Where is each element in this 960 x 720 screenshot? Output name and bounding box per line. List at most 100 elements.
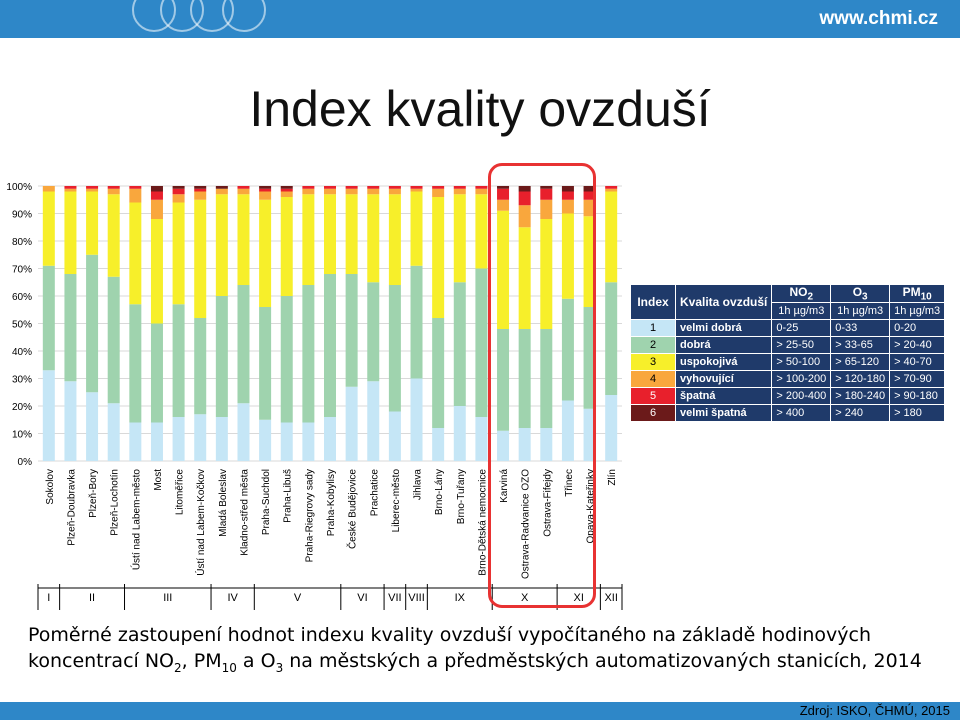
legend-label: dobrá — [674, 336, 773, 355]
bar-segment-3 — [64, 191, 77, 274]
bar-segment-1 — [475, 417, 488, 461]
bar-segment-5 — [194, 188, 207, 192]
bar-segment-6 — [518, 186, 531, 192]
legend-index: 6 — [630, 404, 676, 423]
bar-segment-2 — [129, 304, 142, 423]
bar-segment-3 — [129, 202, 142, 305]
bar-segment-5 — [237, 186, 250, 189]
bar-segment-2 — [237, 285, 250, 404]
legend-pm10: > 40-70 — [889, 353, 946, 372]
y-tick-label: 60% — [12, 292, 32, 303]
bar-segment-2 — [172, 304, 185, 417]
bar-segment-4 — [42, 186, 55, 192]
bar-segment-5 — [518, 191, 531, 206]
bar-segment-4 — [302, 188, 315, 195]
bar-segment-6 — [172, 186, 185, 189]
bar-segment-2 — [453, 282, 466, 406]
group-label: I — [47, 592, 50, 604]
site-url[interactable]: www.chmi.cz — [819, 8, 938, 29]
bar-segment-2 — [345, 274, 358, 387]
y-tick-label: 30% — [12, 375, 32, 386]
bar-segment-4 — [345, 188, 358, 195]
bar-segment-1 — [64, 381, 77, 461]
legend-no2: > 50-100 — [771, 353, 832, 372]
bar-segment-2 — [107, 276, 120, 404]
bar-segment-2 — [42, 265, 55, 371]
x-tick-label: Mladá Boleslav — [218, 469, 229, 537]
bar-segment-3 — [475, 194, 488, 269]
legend-row: 6 velmi špatná > 400 > 240 > 180 — [630, 404, 946, 423]
bar-segment-5 — [583, 191, 596, 200]
bar-segment-4 — [215, 188, 228, 195]
group-label: VII — [388, 592, 401, 604]
bar-segment-2 — [410, 265, 423, 379]
caption-sub: 10 — [221, 660, 237, 675]
bar-segment-1 — [42, 370, 55, 461]
bar-segment-6 — [280, 186, 293, 189]
legend-pm10: > 180 — [889, 404, 946, 423]
bar-segment-1 — [194, 414, 207, 461]
bar-segment-2 — [215, 296, 228, 417]
bar-segment-1 — [215, 417, 228, 461]
bar-segment-2 — [86, 254, 99, 393]
bar-segment-5 — [388, 186, 401, 189]
bar-segment-1 — [86, 392, 99, 461]
legend-pm10: > 90-180 — [889, 387, 946, 406]
bar-segment-5 — [302, 186, 315, 189]
bar-segment-5 — [150, 191, 163, 200]
bar-segment-2 — [280, 296, 293, 423]
bar-segment-2 — [497, 329, 510, 431]
y-tick-label: 50% — [12, 320, 32, 331]
bar-segment-5 — [259, 188, 272, 192]
bar-segment-6 — [215, 186, 228, 189]
bar-segment-5 — [367, 186, 380, 189]
bar-segment-4 — [583, 199, 596, 217]
group-label: II — [89, 592, 95, 604]
legend-unit: 1h µg/m3 — [771, 302, 832, 321]
bar-segment-5 — [324, 186, 336, 189]
bar-segment-4 — [432, 188, 445, 197]
legend-pm10: > 20-40 — [889, 336, 946, 355]
legend-header-pm10: PM10 — [889, 283, 946, 304]
legend-index: 3 — [630, 353, 676, 372]
bar-segment-1 — [367, 381, 380, 461]
x-tick-label: Brno-Dětská nemocnice — [477, 469, 488, 576]
x-tick-label: Brno-Lány — [434, 469, 445, 515]
legend-header-o3: O3 — [830, 283, 891, 304]
x-tick-label: Praha-Kobylisy — [326, 469, 337, 536]
legend-index: 4 — [630, 370, 676, 389]
bar-segment-2 — [259, 307, 272, 420]
bar-segment-4 — [129, 188, 142, 203]
group-label: V — [294, 592, 302, 604]
bar-segment-2 — [194, 318, 207, 415]
bar-segment-6 — [194, 186, 207, 189]
bar-segment-5 — [410, 186, 423, 189]
bar-segment-4 — [453, 188, 466, 195]
bar-segment-3 — [107, 194, 120, 277]
bar-segment-3 — [518, 227, 531, 329]
bar-segment-5 — [280, 188, 293, 192]
bar-segment-5 — [605, 186, 618, 189]
legend-o3: > 65-120 — [830, 353, 891, 372]
bar-segment-4 — [475, 188, 488, 195]
x-tick-label: Praha-Suchdol — [261, 469, 272, 535]
bar-segment-5 — [432, 186, 445, 189]
bar-segment-2 — [518, 329, 531, 428]
legend-no2: > 200-400 — [771, 387, 832, 406]
x-tick-label: Jihlava — [413, 469, 424, 501]
legend-row: 5 špatná > 200-400 > 180-240 > 90-180 — [630, 387, 946, 406]
header-bar: www.chmi.cz — [0, 0, 960, 38]
bar-segment-3 — [453, 194, 466, 283]
bar-segment-3 — [194, 199, 207, 318]
x-tick-label: Plzeň-Doubravka — [66, 469, 77, 546]
bar-segment-1 — [497, 430, 510, 461]
bar-segment-2 — [150, 323, 163, 423]
y-tick-label: 0% — [18, 457, 33, 468]
legend-row: 3 uspokojivá > 50-100 > 65-120 > 40-70 — [630, 353, 946, 372]
legend-label: velmi špatná — [674, 404, 773, 423]
bar-segment-3 — [259, 199, 272, 307]
y-tick-label: 80% — [12, 237, 32, 248]
y-tick-label: 40% — [12, 347, 32, 358]
x-tick-label: Kladno-střed města — [239, 469, 250, 556]
x-tick-label: Sokolov — [45, 469, 56, 505]
